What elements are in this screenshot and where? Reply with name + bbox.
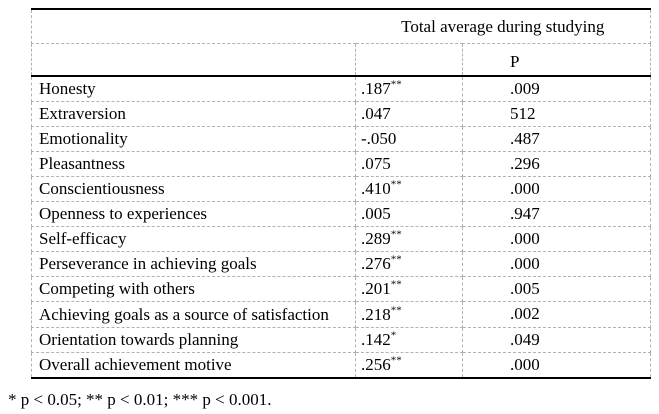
table-row: Achieving goals as a source of satisfact…: [31, 301, 652, 328]
correlation-table: Total average during studying P Honesty …: [31, 8, 652, 379]
table-row: Perseverance in achieving goals .276** .…: [31, 251, 652, 277]
row-label-cell: Extraversion: [31, 101, 356, 127]
significance-marker: **: [390, 178, 402, 191]
significance-marker: **: [390, 78, 402, 91]
row-label-cell: Pleasantness: [31, 151, 356, 177]
row-label-cell: Self-efficacy: [31, 226, 356, 252]
row-label-cell: Conscientiousness: [31, 176, 356, 202]
r-value: .276: [361, 254, 391, 273]
r-value: .187: [361, 79, 391, 98]
row-label-cell: Achieving goals as a source of satisfact…: [31, 301, 356, 328]
row-label-cell: Orientation towards planning: [31, 327, 356, 353]
r-value-cell: .276**: [355, 251, 463, 277]
p-value-cell: .296: [461, 151, 652, 177]
r-value: .410: [361, 179, 391, 198]
r-value: -.050: [361, 129, 397, 148]
r-value-cell: .201**: [355, 276, 463, 302]
p-value-cell: .000: [461, 352, 652, 379]
p-value-cell: 512: [461, 101, 652, 127]
significance-marker: **: [390, 303, 402, 316]
p-value-cell: .009: [461, 75, 652, 102]
r-value-cell: .005: [355, 201, 463, 227]
row-label-cell: Emotionality: [31, 126, 356, 152]
p-value-cell: .049: [461, 327, 652, 353]
header-row-span: Total average during studying: [31, 8, 652, 44]
r-value: .289: [361, 229, 391, 248]
p-value-cell: .000: [461, 251, 652, 277]
table-row: Openness to experiences .005 .947: [31, 201, 652, 227]
p-value-cell: .005: [461, 276, 652, 302]
significance-marker: **: [390, 278, 402, 291]
r-value-cell: .218**: [355, 301, 463, 328]
table-row: Self-efficacy .289** .000: [31, 226, 652, 252]
r-value: .142: [361, 330, 391, 349]
r-value-cell: .075: [355, 151, 463, 177]
p-value-cell: .947: [461, 201, 652, 227]
r-value-cell: .410**: [355, 176, 463, 202]
p-column-header: P: [461, 43, 652, 77]
r-value: .075: [361, 154, 391, 173]
significance-footnote: * p < 0.05; ** p < 0.01; *** p < 0.001.: [8, 390, 272, 409]
table-row: Honesty .187** .009: [31, 75, 652, 102]
r-value: .201: [361, 279, 391, 298]
header-row-columns: P: [31, 43, 652, 77]
row-label-cell: Honesty: [31, 75, 356, 102]
row-label-cell: Competing with others: [31, 276, 356, 302]
r-value-cell: .256**: [355, 352, 463, 379]
p-value-cell: .000: [461, 226, 652, 252]
row-label-cell: Perseverance in achieving goals: [31, 251, 356, 277]
r-value-cell: .142*: [355, 327, 463, 353]
r-value: .005: [361, 204, 391, 223]
table-row: Competing with others .201** .005: [31, 276, 652, 302]
span-header-cell: Total average during studying: [355, 8, 652, 44]
p-value-cell: .000: [461, 176, 652, 202]
r-value-cell: .047: [355, 101, 463, 127]
r-value: .047: [361, 104, 391, 123]
table-row: Extraversion .047 512: [31, 101, 652, 127]
table-row: Conscientiousness .410** .000: [31, 176, 652, 202]
table-row: Emotionality -.050 .487: [31, 126, 652, 152]
significance-marker: **: [390, 253, 402, 266]
header-empty-cell: [355, 43, 463, 77]
table-row: Pleasantness .075 .296: [31, 151, 652, 177]
header-empty-cell: [31, 43, 356, 77]
row-label-cell: Overall achievement motive: [31, 352, 356, 379]
header-empty-cell: [31, 8, 356, 44]
row-label-cell: Openness to experiences: [31, 201, 356, 227]
significance-marker: **: [390, 228, 402, 241]
table-row: Overall achievement motive .256** .000: [31, 352, 652, 379]
significance-marker: *: [390, 329, 397, 342]
r-value: .256: [361, 355, 391, 374]
table-row: Orientation towards planning .142* .049: [31, 327, 652, 353]
p-value-cell: .002: [461, 301, 652, 328]
significance-marker: **: [390, 354, 402, 367]
r-value-cell: .289**: [355, 226, 463, 252]
p-value-cell: .487: [461, 126, 652, 152]
r-value-cell: -.050: [355, 126, 463, 152]
r-value: .218: [361, 304, 391, 324]
r-value-cell: .187**: [355, 75, 463, 102]
